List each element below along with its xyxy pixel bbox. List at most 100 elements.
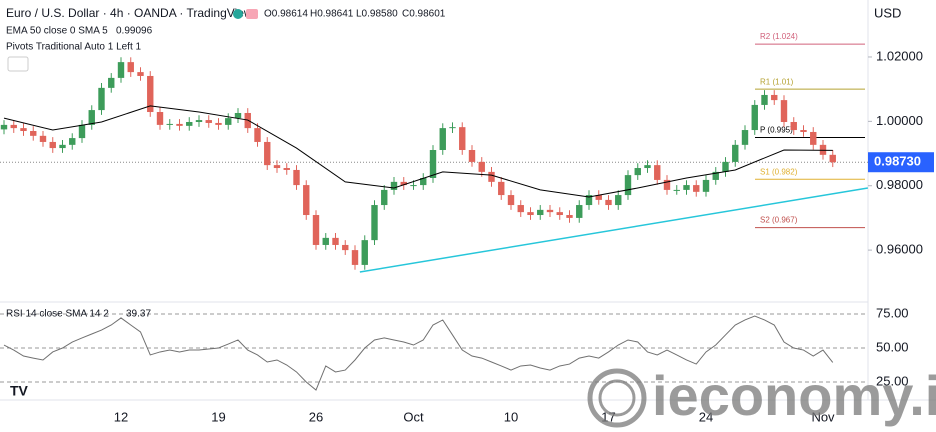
candle-body xyxy=(712,171,719,180)
candle-body xyxy=(644,165,651,169)
currency-label[interactable]: USD xyxy=(874,5,901,20)
candle-body xyxy=(585,195,593,206)
pivots-legend: Pivots Traditional Auto 1 Left 1 xyxy=(6,42,142,53)
candle-body xyxy=(566,215,573,218)
candle-body xyxy=(410,185,417,187)
x-tick-label: 12 xyxy=(114,409,128,424)
ohlc-open: O0.98614 xyxy=(264,9,308,20)
candle-body xyxy=(683,185,690,190)
last-price-label: 0.98730 xyxy=(874,154,921,169)
candle-body xyxy=(137,72,144,76)
candle-body xyxy=(605,199,612,206)
last-price-box xyxy=(868,152,934,173)
candle-body xyxy=(468,150,476,162)
candle-body xyxy=(0,124,8,130)
candle-body xyxy=(507,195,515,206)
candle-body xyxy=(390,181,398,190)
candle-body xyxy=(702,179,710,192)
candle-body xyxy=(351,250,359,265)
candle-body xyxy=(537,209,544,216)
candle-body xyxy=(332,237,339,245)
watermark-logo xyxy=(598,379,636,417)
x-tick-label: 19 xyxy=(211,409,225,424)
rsi-value: 39.37 xyxy=(126,309,151,320)
candle-body xyxy=(439,128,446,150)
pivot-label: R2 (1.024) xyxy=(760,32,798,41)
y-tick-label: 0.98000 xyxy=(876,177,923,192)
candle-body xyxy=(722,161,729,172)
candle-body xyxy=(156,112,164,125)
candle-body xyxy=(498,181,505,196)
status-dot xyxy=(233,9,243,19)
candle-body xyxy=(10,124,17,129)
candle-body xyxy=(39,135,47,142)
candle-body xyxy=(546,209,554,213)
x-tick-label: 24 xyxy=(699,409,713,424)
rsi-line xyxy=(3,315,834,391)
candle-body xyxy=(459,127,466,150)
candle-body xyxy=(488,171,495,182)
candle-body xyxy=(673,189,680,191)
candle-body xyxy=(732,144,739,162)
candle-body xyxy=(517,205,524,213)
pivot-label: P (0.995) xyxy=(760,126,793,135)
ohlc-high: H0.98641 xyxy=(310,9,354,20)
candle-body xyxy=(771,94,778,101)
candle-body xyxy=(186,121,193,126)
trendline xyxy=(359,187,868,273)
candle-body xyxy=(595,195,602,200)
candle-body xyxy=(312,215,320,245)
candle-body xyxy=(88,110,95,125)
x-tick-label: 26 xyxy=(309,409,323,424)
ema-line xyxy=(3,105,833,198)
candle-body xyxy=(810,131,817,145)
candle-body xyxy=(556,212,563,216)
candle-body xyxy=(420,178,427,186)
candle-body xyxy=(800,130,807,132)
x-tick-label: Oct xyxy=(403,409,424,424)
candle-body xyxy=(342,244,349,251)
candle-body xyxy=(254,128,261,142)
candle-body xyxy=(264,141,271,166)
candle-body xyxy=(98,87,105,111)
candle-body xyxy=(176,123,183,126)
candle-body xyxy=(69,138,76,145)
candle-body xyxy=(234,112,242,119)
candle-body xyxy=(225,118,232,125)
candle-body xyxy=(283,168,290,170)
ema-value: 0.99096 xyxy=(116,26,153,37)
status-icon xyxy=(246,9,258,19)
candle-body xyxy=(303,185,310,216)
pivot-label: S1 (0.982) xyxy=(760,167,798,176)
candle-body xyxy=(195,120,203,122)
candle-body xyxy=(108,77,115,88)
candle-body xyxy=(693,185,700,192)
candle-body xyxy=(371,205,378,241)
rsi-tick-label: 50.00 xyxy=(876,339,909,354)
candle-body xyxy=(624,175,632,196)
candle-body xyxy=(127,62,134,73)
candle-body xyxy=(663,179,671,190)
y-tick-label: 1.02000 xyxy=(876,48,923,63)
tv-logo: TV xyxy=(10,383,29,399)
candle-body xyxy=(634,168,641,176)
candle-body xyxy=(780,100,788,122)
candle-body xyxy=(20,128,27,132)
candle-body xyxy=(449,127,456,129)
candle-body xyxy=(615,195,622,206)
candle-body xyxy=(273,165,281,169)
candle-body xyxy=(790,121,797,131)
rsi-tick-label: 25.00 xyxy=(876,373,909,388)
candle-body xyxy=(215,122,222,125)
candle-body xyxy=(205,120,212,123)
collapse-button[interactable] xyxy=(7,56,29,72)
ema-legend: EMA 50 close 0 SMA 5 xyxy=(6,26,108,37)
candle-body xyxy=(49,141,56,149)
watermark: ieconomy.io xyxy=(587,364,936,428)
candle-body xyxy=(293,169,300,186)
candle-body xyxy=(751,104,758,131)
rsi-legend: RSI 14 close SMA 14 2 xyxy=(6,309,109,320)
candle-body xyxy=(59,144,66,149)
candle-body xyxy=(78,124,86,139)
